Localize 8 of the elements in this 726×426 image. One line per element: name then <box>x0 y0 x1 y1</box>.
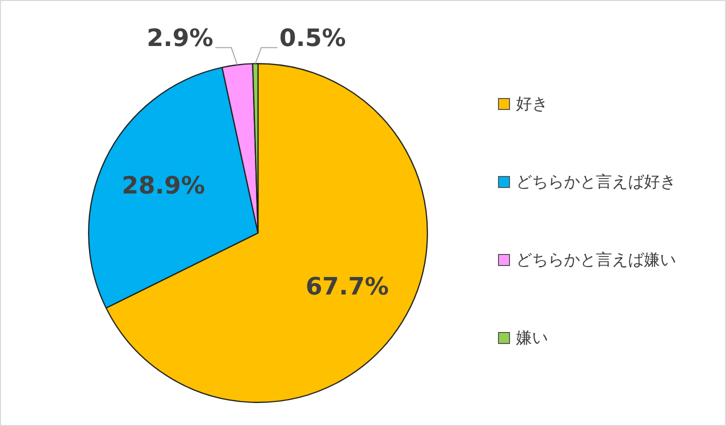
legend-label: どちらかと言えば嫌い <box>516 250 676 270</box>
data-label: 0.5% <box>279 24 346 52</box>
legend-label: 好き <box>516 94 548 114</box>
data-label: 28.9% <box>122 172 206 200</box>
data-label: 2.9% <box>146 24 214 52</box>
legend-label: 嫌い <box>516 328 548 348</box>
legend-label: どちらかと言えば好き <box>516 172 676 192</box>
data-label: 67.7% <box>306 272 389 301</box>
